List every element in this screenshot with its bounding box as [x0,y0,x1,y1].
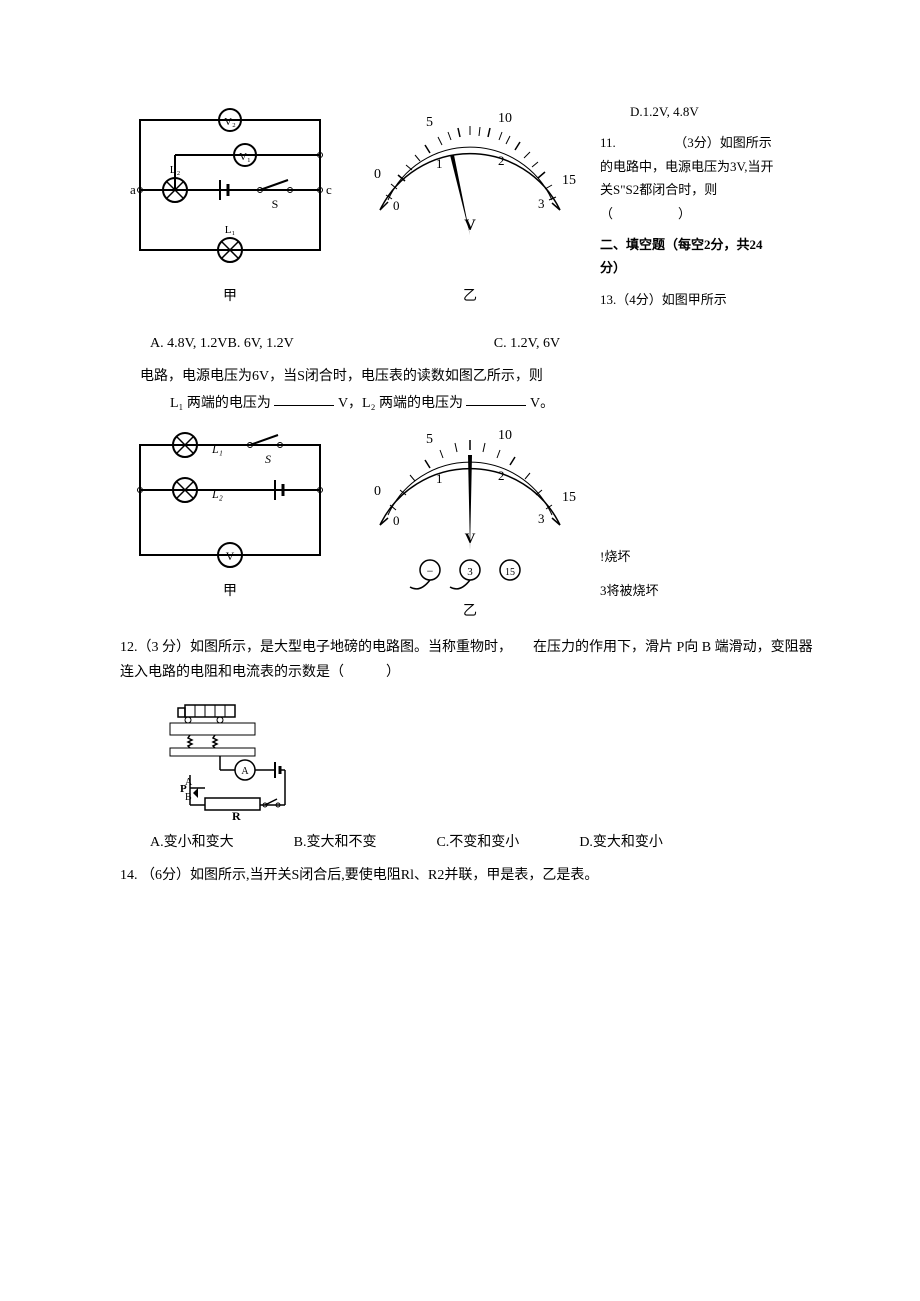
mid-right-fragments: !烧坏 3将被烧坏 [600,425,659,624]
mid-row: L₁ S L₂ V 甲 [120,425,820,624]
q13-body: 电路，电源电压为6V，当S闭合时，电压表的读数如图乙所示，则 L₁ 两端的电压为… [140,364,820,415]
frag-2: 3将被烧坏 [600,579,659,602]
svg-text:0: 0 [393,513,400,528]
q13-head: 13.（4分）如图甲所示 [600,288,780,311]
svg-text:1: 1 [436,156,443,171]
svg-text:−: − [427,564,434,578]
option-d: D.1.2V, 4.8V [630,100,780,123]
gauge-2-wrap: 0 5 10 15 0 1 2 3 V − 3 15 [360,425,580,624]
svg-text:3: 3 [538,511,545,526]
svg-text:0: 0 [374,167,381,182]
blank-1[interactable] [274,390,334,407]
svg-text:1: 1 [436,471,443,486]
svg-text:3: 3 [467,566,473,578]
gauge-2-label: 乙 [360,599,580,624]
svg-text:P: P [180,783,187,795]
gauge-1-label: 乙 [360,284,580,309]
q12-b: B.变大和不变 [294,830,377,855]
q12-d: D.变大和变小 [579,830,663,855]
q12-figure: A A B P R [160,700,300,820]
q13-line2: L₁ 两端的电压为 V，L₂ 两端的电压为 V。 [170,390,820,416]
svg-text:R: R [232,809,241,820]
svg-text:2: 2 [498,468,505,483]
svg-text:0: 0 [393,198,400,213]
q12-a: A.变小和变大 [150,830,234,855]
q12-options: A.变小和变大 B.变大和不变 C.不变和变小 D.变大和变小 [150,830,820,855]
svg-text:V₁: V₁ [239,151,251,163]
circuit-1-label: 甲 [120,284,340,309]
circuit-1-wrap: V₂ V₁ L₂ S [120,100,340,311]
q10-options: A. 4.8V, 1.2VB. 6V, 1.2V C. 1.2V, 6V [120,331,820,356]
svg-text:0: 0 [374,484,381,499]
svg-text:a: a [130,182,136,197]
gauge-1-wrap: 0 5 10 15 0 1 2 3 V 乙 [360,100,580,311]
q13-line1: 电路，电源电压为6V，当S闭合时，电压表的读数如图乙所示，则 [140,364,820,389]
svg-text:A: A [241,766,249,777]
opt-c: C. 1.2V, 6V [494,331,560,356]
side-column: D.1.2V, 4.8V 11. （3分）如图所示的电路中，电源电压为3V,当开… [600,100,780,311]
blank-2[interactable] [466,390,526,407]
svg-text:S: S [265,452,271,466]
svg-text:L₁: L₁ [225,224,236,236]
circuit-2: L₁ S L₂ V [120,425,340,575]
svg-text:10: 10 [498,428,512,443]
svg-text:5: 5 [426,432,433,447]
svg-text:V: V [226,549,235,563]
section-header: 二、填空题（每空2分，共24分） [600,233,780,280]
q12-text: 12.（3 分）如图所示，是大型电子地磅的电路图。当称重物时， 在压力的作用下，… [120,635,820,685]
top-row: V₂ V₁ L₂ S [120,100,820,311]
q11-text: 11. （3分）如图所示的电路中，电源电压为3V,当开关S"S2都闭合时，则（ … [600,131,780,225]
gauge-1: 0 5 10 15 0 1 2 3 V [360,100,580,280]
q14-text: 14. （6分）如图所示,当开关S闭合后,要使电阻Rl、R2并联，甲是表，乙是表… [120,863,820,888]
svg-text:15: 15 [505,567,515,578]
circuit-2-label: 甲 [120,579,340,604]
svg-text:S: S [272,197,279,211]
circuit-2-wrap: L₁ S L₂ V 甲 [120,425,340,624]
svg-text:15: 15 [562,490,576,505]
svg-text:c: c [326,182,332,197]
svg-text:L₁: L₁ [211,442,223,456]
q12-c: C.不变和变小 [436,830,519,855]
svg-text:V: V [464,217,476,234]
svg-text:3: 3 [538,196,545,211]
gauge-2: 0 5 10 15 0 1 2 3 V − 3 15 [360,425,580,595]
opt-a: A. 4.8V, 1.2VB. 6V, 1.2V [150,331,294,356]
svg-text:L₂: L₂ [170,164,181,176]
svg-text:5: 5 [426,115,433,130]
svg-text:2: 2 [498,153,505,168]
svg-text:V₂: V₂ [224,116,236,128]
svg-text:15: 15 [562,173,576,188]
svg-text:V: V [465,531,476,547]
svg-text:10: 10 [498,111,512,126]
circuit-1: V₂ V₁ L₂ S [120,100,340,280]
frag-1: !烧坏 [600,545,659,568]
svg-text:L₂: L₂ [211,487,223,501]
